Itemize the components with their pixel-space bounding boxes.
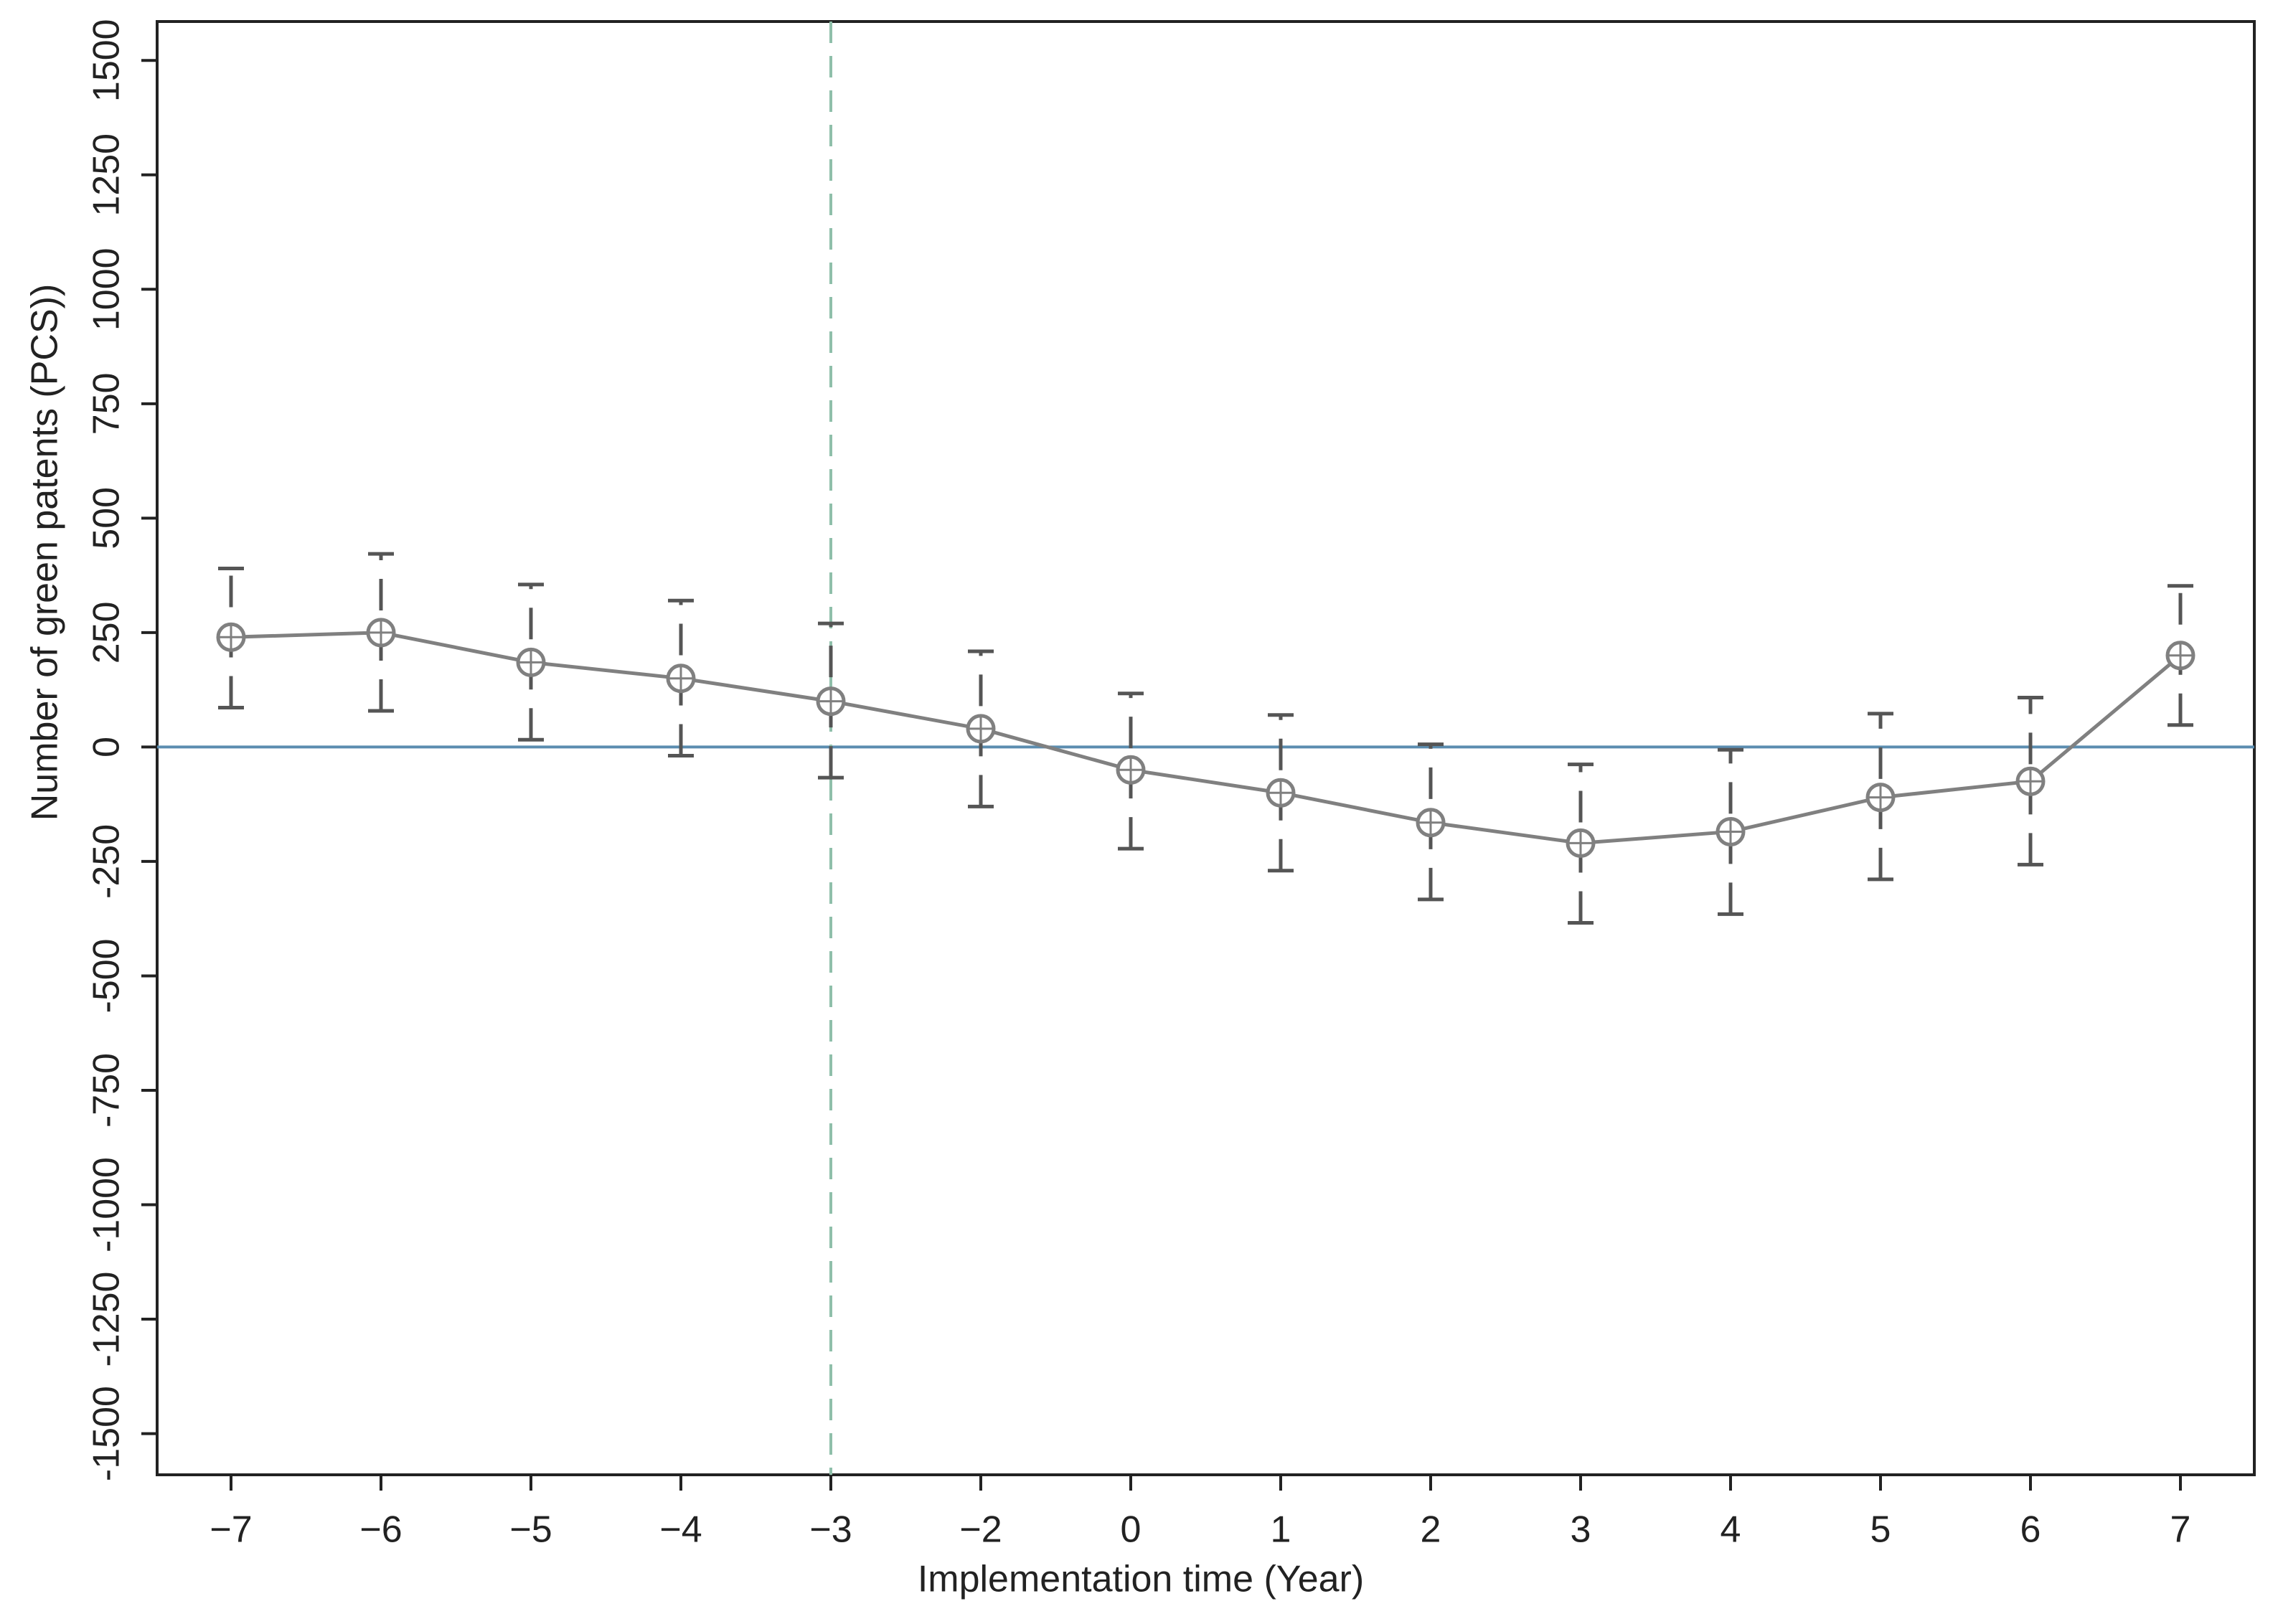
point-marker — [816, 686, 846, 717]
y-tick-label: 500 — [86, 487, 128, 549]
point-marker — [1715, 816, 1746, 846]
series-line — [230, 631, 2182, 845]
y-tick-label: 1500 — [86, 19, 128, 102]
point-marker — [1416, 808, 1446, 838]
point-marker — [216, 622, 246, 652]
x-tick-label: 6 — [2020, 1509, 2041, 1551]
point-marker — [366, 618, 396, 648]
point-marker — [2015, 766, 2046, 796]
x-tick-label: −5 — [509, 1509, 552, 1551]
x-tick-label: 7 — [2170, 1509, 2191, 1551]
y-tick-label: -500 — [86, 938, 128, 1013]
x-tick-label: 0 — [1121, 1509, 1142, 1551]
x-tick-label: −6 — [359, 1509, 402, 1551]
point-marker — [1266, 778, 1296, 808]
point-marker — [1566, 828, 1596, 858]
x-tick-label: 3 — [1571, 1509, 1591, 1551]
y-tick-label: 0 — [86, 737, 128, 757]
point-marker — [516, 647, 546, 677]
x-tick-label: 2 — [1421, 1509, 1441, 1551]
x-tick-label: −2 — [959, 1509, 1002, 1551]
point-marker — [666, 664, 696, 694]
x-tick-label: 5 — [1870, 1509, 1891, 1551]
y-tick-label: -1000 — [86, 1157, 128, 1252]
x-tick-label: −3 — [809, 1509, 852, 1551]
y-tick-label: -1250 — [86, 1272, 128, 1367]
y-tick-label: 250 — [86, 601, 128, 664]
y-tick-label: 1000 — [86, 247, 128, 331]
point-marker — [1116, 755, 1146, 785]
x-tick-label: 4 — [1721, 1509, 1741, 1551]
x-axis-title: Implementation time (Year) — [918, 1559, 1364, 1600]
y-axis-title: Number of green patents (PCS)) — [24, 284, 66, 821]
y-tick-label: -1500 — [86, 1386, 128, 1481]
point-marker — [2165, 641, 2195, 671]
y-tick-label: 1250 — [86, 133, 128, 217]
x-tick-label: 1 — [1271, 1509, 1291, 1551]
point-marker — [966, 714, 996, 744]
x-tick-label: −7 — [210, 1509, 252, 1551]
point-marker — [1865, 783, 1896, 813]
y-tick-label: -750 — [86, 1053, 128, 1128]
y-tick-label: 750 — [86, 372, 128, 435]
x-tick-label: −4 — [659, 1509, 702, 1551]
y-tick-label: -250 — [86, 824, 128, 899]
